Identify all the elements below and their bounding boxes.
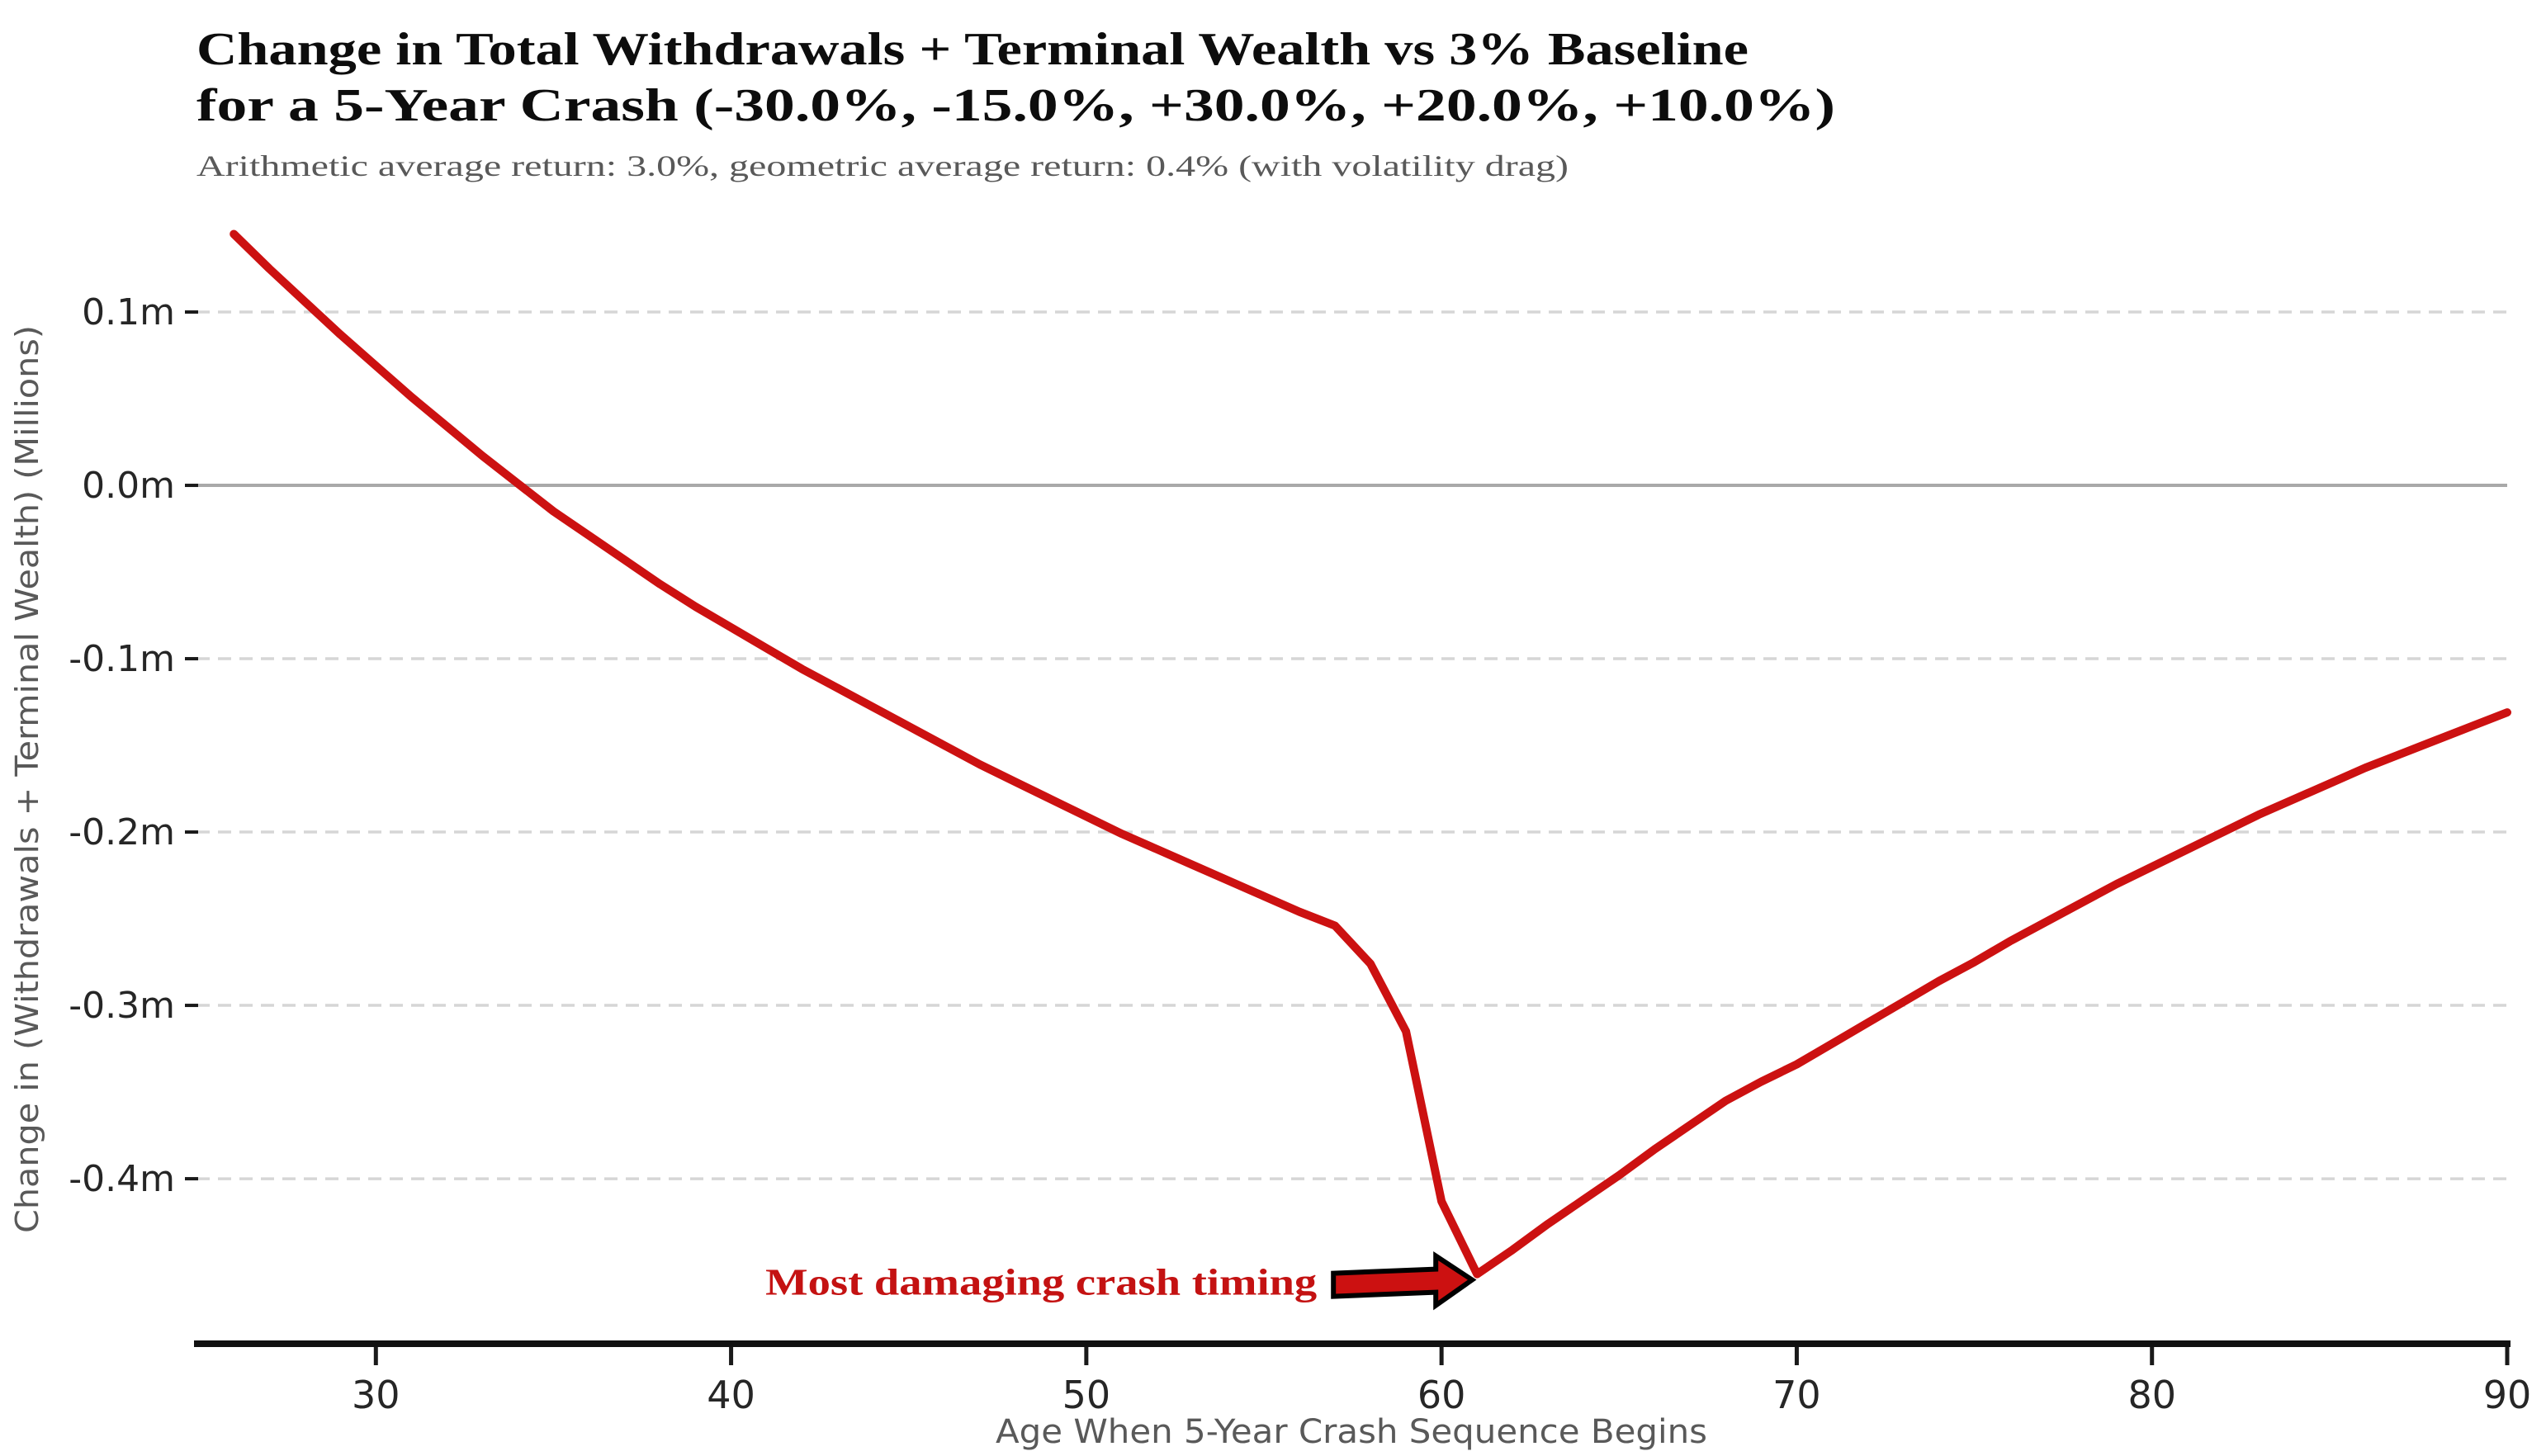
x-axis-ticks: 30 40 50 60 70 80 90 (352, 1344, 2531, 1417)
x-axis-label: Age When 5-Year Crash Sequence Begins (996, 1413, 1707, 1451)
x-tick-label: 70 (1772, 1373, 1821, 1417)
chart-title-line1: Change in Total Withdrawals + Terminal W… (196, 24, 1749, 75)
x-tick-label: 40 (707, 1373, 755, 1417)
y-tick-label: 0.0m (82, 465, 175, 507)
y-axis-label: Change in (Withdrawals + Terminal Wealth… (9, 325, 45, 1233)
chart-title-line2: for a 5-Year Crash (-30.0%, -15.0%, +30.… (196, 80, 1835, 131)
annotation-most-damaging-label: Most damaging crash timing (765, 1261, 1317, 1303)
y-tick-label: -0.1m (69, 638, 175, 680)
gridlines-layer (196, 310, 2507, 1180)
damage-curve-line (230, 229, 2511, 1279)
x-tick-label: 30 (352, 1373, 400, 1417)
y-axis-ticks: 0.1m 0.0m -0.1m -0.2m -0.3m -0.4m (69, 291, 198, 1200)
y-tick-label: -0.3m (69, 985, 175, 1027)
x-tick-label: 90 (2483, 1373, 2532, 1417)
chart-subtitle: Arithmetic average return: 3.0%, geometr… (196, 149, 1569, 182)
y-tick-label: 0.1m (82, 291, 175, 333)
x-tick-label: 80 (2127, 1373, 2176, 1417)
x-tick-label: 50 (1062, 1373, 1111, 1417)
y-tick-label: -0.4m (69, 1158, 175, 1200)
arrow-icon (1331, 1251, 1477, 1311)
y-tick-label: -0.2m (69, 811, 175, 853)
x-tick-label: 60 (1417, 1373, 1466, 1417)
